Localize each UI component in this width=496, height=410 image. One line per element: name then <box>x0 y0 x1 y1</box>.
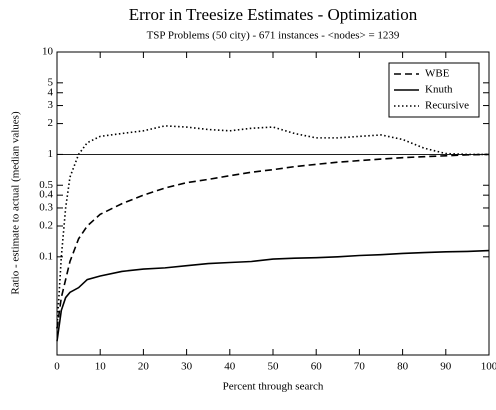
y-tick-label: 0.1 <box>39 250 53 262</box>
y-tick-label: 1 <box>48 148 54 160</box>
x-tick-label: 90 <box>440 361 452 373</box>
y-tick-label: 0.2 <box>39 220 53 232</box>
y-axis-label: Ratio - estimate to actual (median value… <box>10 111 22 295</box>
x-tick-label: 70 <box>354 361 366 373</box>
x-tick-label: 30 <box>181 361 193 373</box>
x-tick-label: 60 <box>311 361 323 373</box>
y-tick-label: 5 <box>48 76 54 88</box>
legend-label: Knuth <box>425 84 453 96</box>
y-tick-label: 0.3 <box>39 201 53 213</box>
y-tick-label: 0.4 <box>39 189 53 201</box>
x-tick-label: 100 <box>481 361 496 373</box>
x-tick-label: 40 <box>224 361 236 373</box>
y-tick-label: 4 <box>48 86 54 98</box>
x-axis-label: Percent through search <box>223 381 324 393</box>
x-tick-label: 10 <box>95 361 107 373</box>
chart-title: Error in Treesize Estimates - Optimizati… <box>129 5 418 24</box>
chart-subtitle: TSP Problems (50 city) - 671 instances -… <box>147 30 400 42</box>
y-tick-label: 3 <box>48 99 54 111</box>
series-line <box>56 249 490 342</box>
x-tick-label: 80 <box>397 361 409 373</box>
x-tick-label: 20 <box>138 361 150 373</box>
y-tick-label: 0.5 <box>39 179 53 191</box>
series-line <box>56 153 490 329</box>
legend-label: Recursive <box>425 100 469 112</box>
x-tick-label: 50 <box>268 361 280 373</box>
x-tick-label: 0 <box>54 361 60 373</box>
y-tick-label: 2 <box>48 117 54 129</box>
legend-label: WBE <box>425 68 450 80</box>
y-tick-label: 10 <box>42 46 54 58</box>
series-line <box>56 125 489 329</box>
